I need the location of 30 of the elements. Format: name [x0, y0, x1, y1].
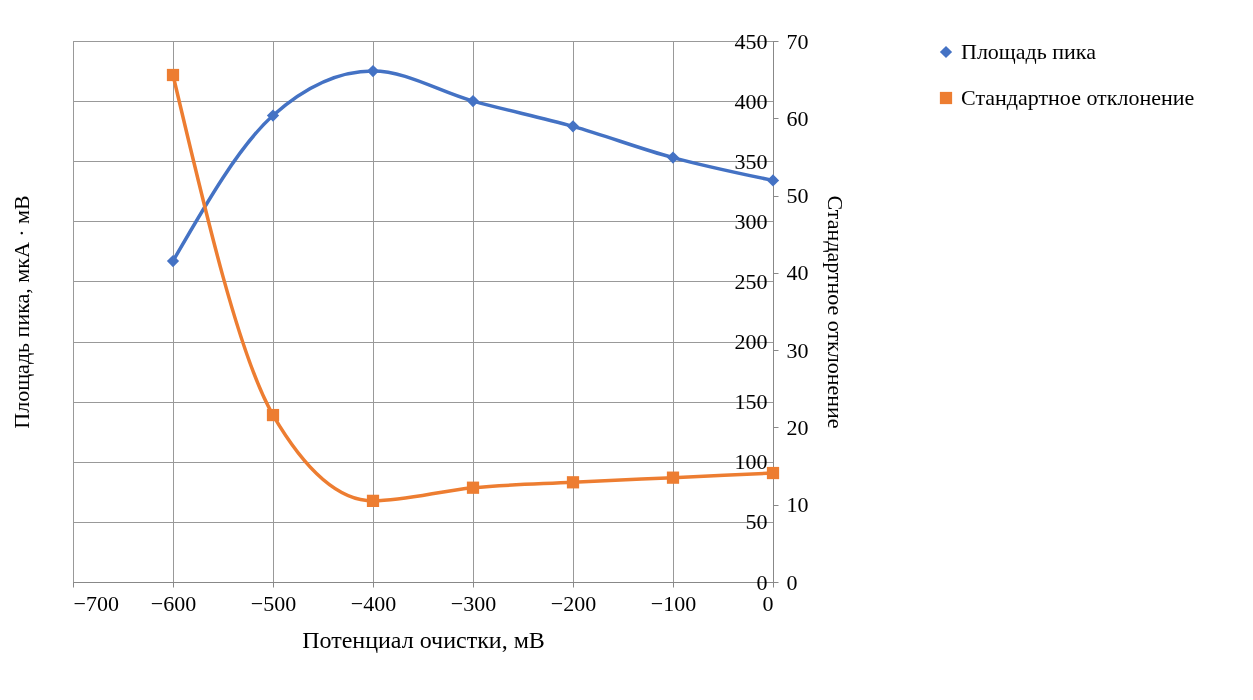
y-tick-label: 200: [734, 329, 768, 355]
y2-tick-label: 70: [786, 28, 809, 54]
legend-label: Стандартное отклонение: [961, 85, 1195, 110]
y2-tick-label: 30: [786, 337, 809, 363]
y-tick-label: 300: [734, 208, 768, 234]
y2-tick-label: 40: [786, 260, 809, 286]
x-tick-label: −200: [550, 590, 597, 616]
legend-label: Площадь пика: [961, 39, 1097, 64]
x-tick-label: −500: [250, 590, 297, 616]
x-tick-label: −700: [73, 590, 119, 616]
y-tick-label: 100: [734, 449, 768, 475]
y-tick-label: 250: [734, 268, 768, 294]
y-tick-label: 50: [745, 509, 768, 535]
y2-tick-label: 0: [786, 569, 798, 595]
y-tick-label: 400: [734, 88, 768, 114]
y2-tick-label: 10: [786, 492, 809, 518]
y2-tick-label: 50: [786, 183, 809, 209]
x-tick-label: −600: [150, 590, 197, 616]
y-tick-label: 450: [734, 28, 768, 54]
x-tick-label: −400: [350, 590, 397, 616]
y2-axis-title: Стандартное отклонение: [822, 195, 848, 429]
x-tick-label: −300: [450, 590, 497, 616]
y-axis-title: Площадь пика, мкА · мВ: [8, 195, 34, 429]
x-axis-title: Потенциал очистки, мВ: [302, 626, 545, 653]
y2-tick-label: 60: [786, 105, 809, 131]
y-tick-label: 150: [734, 389, 768, 415]
y-tick-label: 350: [734, 148, 768, 174]
y-tick-label: 0: [756, 569, 768, 595]
x-tick-label: −100: [650, 590, 697, 616]
y2-tick-label: 20: [786, 414, 809, 440]
